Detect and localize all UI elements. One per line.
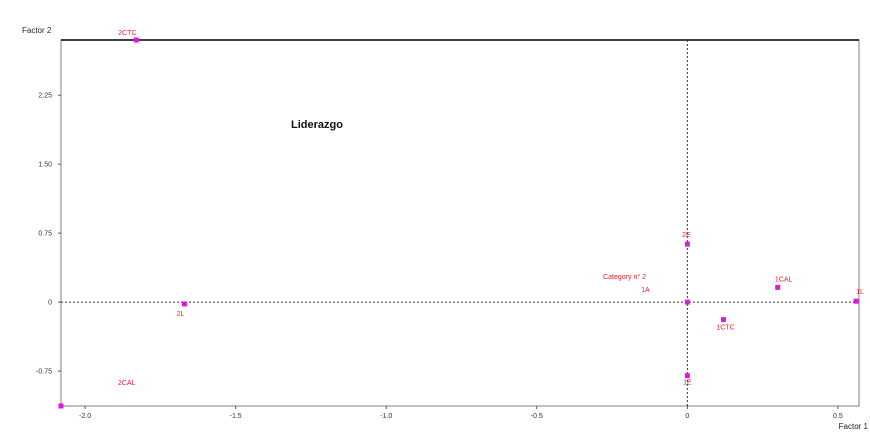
y-axis-label: Factor 2	[22, 26, 52, 35]
data-point-2cal	[58, 403, 64, 409]
point-label-2e: 2E	[682, 232, 691, 239]
x-tick-label: -2.0	[79, 413, 91, 420]
data-point-1e	[684, 373, 690, 379]
data-point-1ctc	[720, 317, 726, 323]
x-tick-label: 0	[685, 413, 689, 420]
data-point-2ctc	[133, 37, 139, 43]
data-point-1a	[684, 299, 690, 305]
point-label-2ctc: 2CTC	[118, 30, 136, 37]
x-tick-label: 0.5	[833, 413, 843, 420]
data-point-1cal	[775, 284, 781, 290]
point-label-1ctc: 1CTC	[716, 325, 734, 332]
x-axis-ticks: -2.0 -1.5 -1.0 -0.5 0 0.5	[79, 406, 843, 420]
point-labels: 2CTC 2L 2CAL 2E 1A 1E 1CTC 1CAL 1L	[118, 30, 864, 387]
point-label-2l: 2L	[177, 311, 185, 318]
x-tick-label: -0.5	[531, 413, 543, 420]
y-tick-label: 2.25	[38, 93, 52, 100]
data-point-1l	[853, 298, 859, 304]
y-tick-label: 0.75	[38, 231, 52, 238]
x-tick-label: -1.0	[380, 413, 392, 420]
category-label: Category n° 2	[603, 273, 646, 281]
data-point-2l	[181, 301, 187, 307]
chart-annotation: Liderazgo	[291, 119, 343, 131]
x-tick-label: -1.5	[230, 413, 242, 420]
x-axis-label: Factor 1	[839, 422, 869, 431]
point-label-1e: 1E	[683, 380, 692, 387]
point-label-1cal: 1CAL	[775, 276, 793, 283]
y-tick-label: 0	[48, 300, 52, 307]
y-axis-ticks: 2.25 1.50 0.75 0 -0.75	[36, 93, 61, 376]
y-tick-label: 1.50	[38, 162, 52, 169]
y-tick-label: -0.75	[36, 369, 52, 376]
data-point-2e	[684, 241, 690, 247]
point-label-1l: 1L	[856, 289, 864, 296]
point-label-1a: 1A	[641, 287, 650, 294]
data-points	[58, 37, 859, 409]
point-label-2cal: 2CAL	[118, 380, 136, 387]
